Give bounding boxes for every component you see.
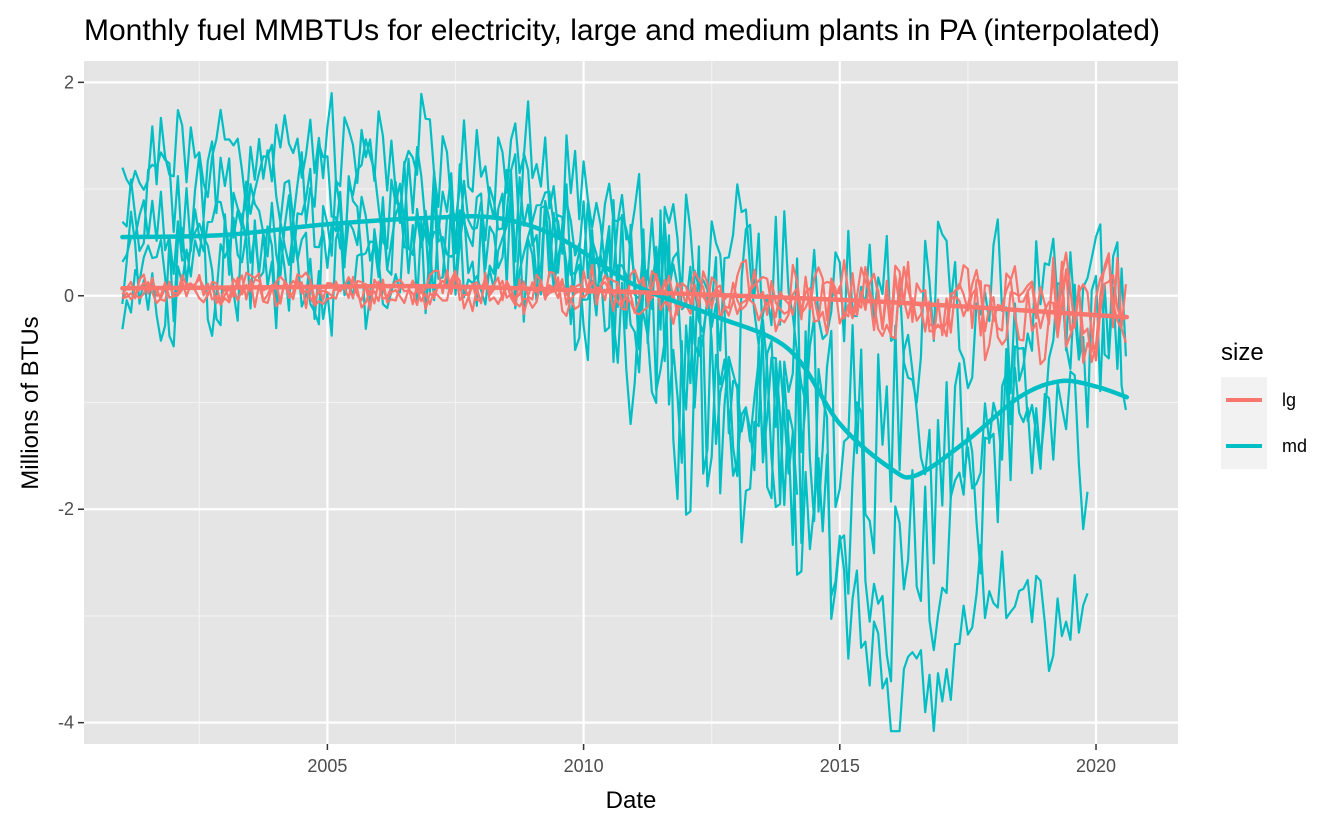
chart-title: Monthly fuel MMBTUs for electricity, lar… bbox=[84, 14, 1160, 47]
raw-line-lg bbox=[121, 251, 1127, 366]
legend-title: size bbox=[1221, 339, 1264, 366]
y-axis-ticks: -4 -2 0 2 bbox=[58, 72, 84, 733]
x-tick-label: 2010 bbox=[564, 756, 604, 776]
smooth-series-lines bbox=[120, 213, 1130, 480]
y-axis-title: Millions of BTUs bbox=[17, 316, 44, 489]
legend-label-md: md bbox=[1282, 436, 1307, 456]
x-axis-ticks: 2005 2010 2015 2020 bbox=[307, 744, 1116, 776]
x-axis-title: Date bbox=[606, 787, 657, 814]
raw-line-md bbox=[121, 91, 1127, 404]
y-tick-label: -4 bbox=[58, 713, 74, 733]
y-tick-label: -2 bbox=[58, 499, 74, 519]
raw-line-md bbox=[121, 184, 1089, 683]
x-tick-label: 2005 bbox=[307, 756, 347, 776]
raw-series-lines bbox=[121, 91, 1127, 733]
smooth-line-md bbox=[120, 213, 1130, 480]
x-tick-label: 2015 bbox=[820, 756, 860, 776]
y-tick-label: 2 bbox=[64, 72, 74, 92]
y-tick-label: 0 bbox=[64, 286, 74, 306]
legend-label-lg: lg bbox=[1282, 390, 1296, 410]
smooth-line-lg bbox=[120, 283, 1130, 320]
grid-minor bbox=[84, 61, 1178, 744]
x-tick-label: 2020 bbox=[1076, 756, 1116, 776]
legend: size lg md bbox=[1221, 339, 1307, 469]
raw-line-md bbox=[121, 175, 1127, 565]
